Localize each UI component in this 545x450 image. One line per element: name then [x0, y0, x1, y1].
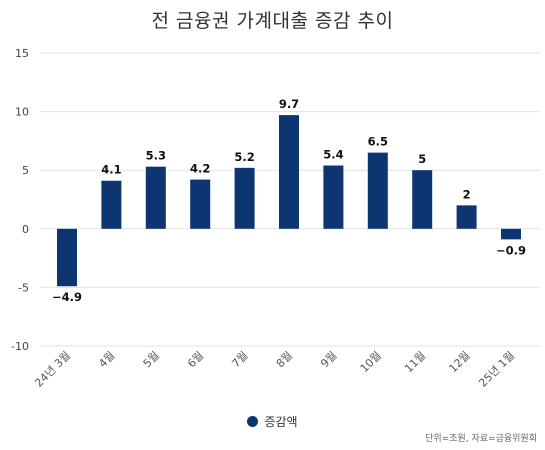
bar: [279, 115, 299, 229]
x-tick-label: 9월: [318, 349, 339, 370]
bar: [367, 152, 388, 229]
legend-marker: [247, 416, 259, 427]
x-tick-label: 12월: [446, 349, 472, 375]
x-tick-label: 4월: [96, 349, 117, 370]
x-tick-label: 5월: [141, 349, 162, 370]
data-label: 5.3: [146, 149, 166, 163]
y-axis-ticks: 15 10 5 0 -5 -10: [11, 47, 29, 353]
x-axis-ticks: 24년 3월 4월 5월 6월 7월 8월 9월 10월 11월 12월 25년 1월: [32, 349, 517, 390]
y-tick-label: 5: [22, 164, 29, 177]
bar: [145, 166, 166, 229]
bar: [456, 205, 477, 229]
y-tick-label: 0: [22, 223, 29, 236]
bar: [57, 228, 77, 287]
legend-label: 증감액: [264, 415, 298, 429]
data-label: 5.2: [234, 150, 254, 164]
x-tick-label: 11월: [402, 349, 428, 375]
data-label: 2: [463, 187, 471, 201]
bars: [57, 115, 521, 287]
chart-title: 전 금융권 가계대출 증감 추이: [151, 10, 394, 32]
data-label: −0.9: [496, 243, 526, 257]
data-labels: −4.9 4.1 5.3 4.2 5.2 9.7 5.4 6.5 5 2 −0.9: [52, 97, 526, 304]
x-tick-label: 25년 1월: [476, 349, 517, 390]
data-label: 4.2: [190, 162, 210, 176]
bar: [323, 165, 344, 229]
legend[interactable]: 증감액: [0, 413, 545, 430]
data-label: 4.1: [101, 163, 121, 177]
bar: [501, 228, 521, 240]
x-tick-label: 24년 3월: [32, 349, 73, 390]
y-tick-label: -5: [18, 281, 29, 294]
data-label: 5.4: [323, 148, 343, 162]
bar: [234, 167, 255, 229]
y-tick-label: -10: [11, 340, 29, 353]
x-tick-label: 6월: [185, 349, 206, 370]
data-label: −4.9: [52, 290, 82, 304]
bar: [412, 170, 433, 229]
x-tick-label: 7월: [229, 349, 250, 370]
x-tick-label: 8월: [274, 349, 295, 370]
x-tick-label: 10월: [358, 349, 384, 375]
bar: [190, 179, 211, 229]
data-label: 6.5: [368, 135, 388, 149]
source-note: 단위=조원, 자료=금융위원회: [425, 434, 537, 444]
data-label: 9.7: [279, 97, 299, 111]
y-tick-label: 10: [15, 106, 29, 119]
data-label: 5: [418, 152, 426, 166]
y-tick-label: 15: [15, 47, 29, 60]
bar: [101, 180, 122, 229]
